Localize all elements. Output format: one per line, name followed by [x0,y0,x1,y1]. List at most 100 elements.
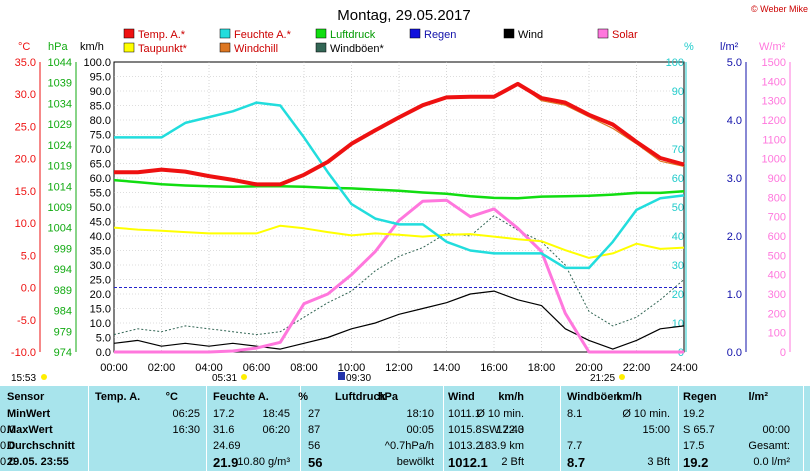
x-tick: 10:00 [338,362,366,374]
x-tick: 18:00 [528,362,556,374]
legend-label: Solar [612,29,638,41]
wind-tick: 70.0 [90,144,111,156]
tick-labels: 35.0 30.0 25.0 20.0 15.0 10.0 5.0 0.0 -5.0 -10.0 1… [11,57,791,374]
x-tick: 08:00 [290,362,318,374]
solar-tick: 0 [780,347,786,359]
summary-header: hPa [377,391,398,403]
summary-cell: 17:40 [496,424,524,436]
series-solar [114,198,684,354]
summary-cell: 17.2 [213,408,235,420]
series-wind [113,290,685,350]
column-separator [443,386,444,471]
x-tick: 00:00 [100,362,128,374]
summary-cell: 21.9 [213,455,239,470]
solar-unit-label: W/m² [759,41,786,53]
wind-tick: 15.0 [90,304,111,316]
summary-cell: 2 Bft [501,456,524,468]
pressure-tick: 984 [54,306,72,318]
legend-swatch [219,28,231,39]
wind-tick: 75.0 [90,130,111,142]
temp-tick: 10.0 [15,218,36,230]
solar-tick: 200 [768,308,786,320]
column-separator [300,386,301,471]
pressure-tick: 979 [54,326,72,338]
moon-annotation: 09:30 [346,373,371,384]
column-separator [678,386,679,471]
summary-cell: SW 22.3 [481,424,524,436]
legend-label: Windböen* [330,43,385,55]
wind-tick: 60.0 [90,173,111,185]
legend-swatch [409,28,421,39]
summary-header: Feuchte A. [213,391,269,403]
solar-tick: 800 [768,192,786,204]
summary-header: °C [165,391,178,403]
rain-tick: 4.0 [727,115,742,127]
humidity-tick: 70 [672,144,684,156]
legend-label: Feuchte A.* [234,29,292,41]
pressure-tick: 1029 [48,119,72,131]
temp-tick: 15.0 [15,186,36,198]
rain-tick: 1.0 [727,289,742,301]
humidity-tick: 10 [672,318,684,330]
x-tick: 24:00 [670,362,698,374]
summary-cell: 31.6 [213,424,235,436]
solar-tick: 900 [768,173,786,185]
solar-tick: 600 [768,231,786,243]
humidity-tick: 60 [672,173,684,185]
summary-cell: 0.0 [0,424,16,436]
humidity-tick: 50 [672,202,684,214]
column-separator [560,386,561,471]
summary-cell: Ø 10 min. [622,408,670,420]
legend-swatch [123,42,135,53]
solar-tick: 1000 [762,154,786,166]
summary-row-label: Durchschnitt [7,440,75,452]
summary-cell: 18:45 [262,408,290,420]
legend-swatch [597,28,609,39]
rain-tick: 2.0 [727,231,742,243]
wind-tick: 55.0 [90,188,111,200]
series-lines [113,81,685,354]
summary-cell: 1011.1 [448,408,481,420]
pressure-tick: 1034 [48,98,72,110]
summary-row-label: MaxWert [7,424,53,436]
rain-tick: 5.0 [727,57,742,69]
wind-tick: 95.0 [90,72,111,84]
annotation-marks: 15:53 05:31 09:30 21:25 [11,372,625,384]
solar-tick: 1100 [762,134,786,146]
x-tick: 14:00 [433,362,461,374]
summary-cell: 17.5 [683,440,705,452]
axis-unit-labels: °C hPa km/h% l/m² W/m² [18,41,786,53]
summary-cell: Gesamt: [748,440,790,452]
summary-cell: 56 [308,455,323,470]
wind-tick: 20.0 [90,289,111,301]
pressure-tick: 999 [54,243,72,255]
wind-tick: 30.0 [90,260,111,272]
summary-header: Wind [448,391,475,403]
wind-tick: 45.0 [90,217,111,229]
summary-cell: 19.2 [683,408,705,420]
pressure-tick: 994 [54,264,72,276]
sunset-annotation: 21:25 [590,373,615,384]
x-tick: 04:00 [195,362,223,374]
summary-header: l/m² [748,391,768,403]
temp-tick: -5.0 [17,315,36,327]
summary-table: Sensor Temp. A. °C Feuchte A.% Luftdruck hPa W… [0,386,810,471]
legend-swatch [315,28,327,39]
legend-swatch [503,28,515,39]
summary-cell: Ø 10 min. [476,408,524,420]
summary-cell: 1015.8 [448,424,482,436]
sun-marker [41,374,47,380]
temp-tick: 5.0 [21,250,36,262]
series-tempa [114,81,685,187]
column-separator [803,386,804,471]
x-tick: 20:00 [575,362,603,374]
legend: Temp. A.* Taupunkt* Feuchte A.* Windchill Lu… [123,28,638,55]
weather-chart: Montag, 29.05.2017 © Weber Mike Temp. A.… [11,4,808,384]
wind-unit-label: km/h [80,41,104,53]
temp-tick: -10.0 [11,347,36,359]
summary-cell: 1012.1 [448,455,488,470]
pressure-tick: 1009 [48,202,72,214]
wind-tick: 85.0 [90,101,111,113]
pressure-tick: 1039 [48,78,72,90]
rain-unit-label: l/m² [720,41,739,53]
